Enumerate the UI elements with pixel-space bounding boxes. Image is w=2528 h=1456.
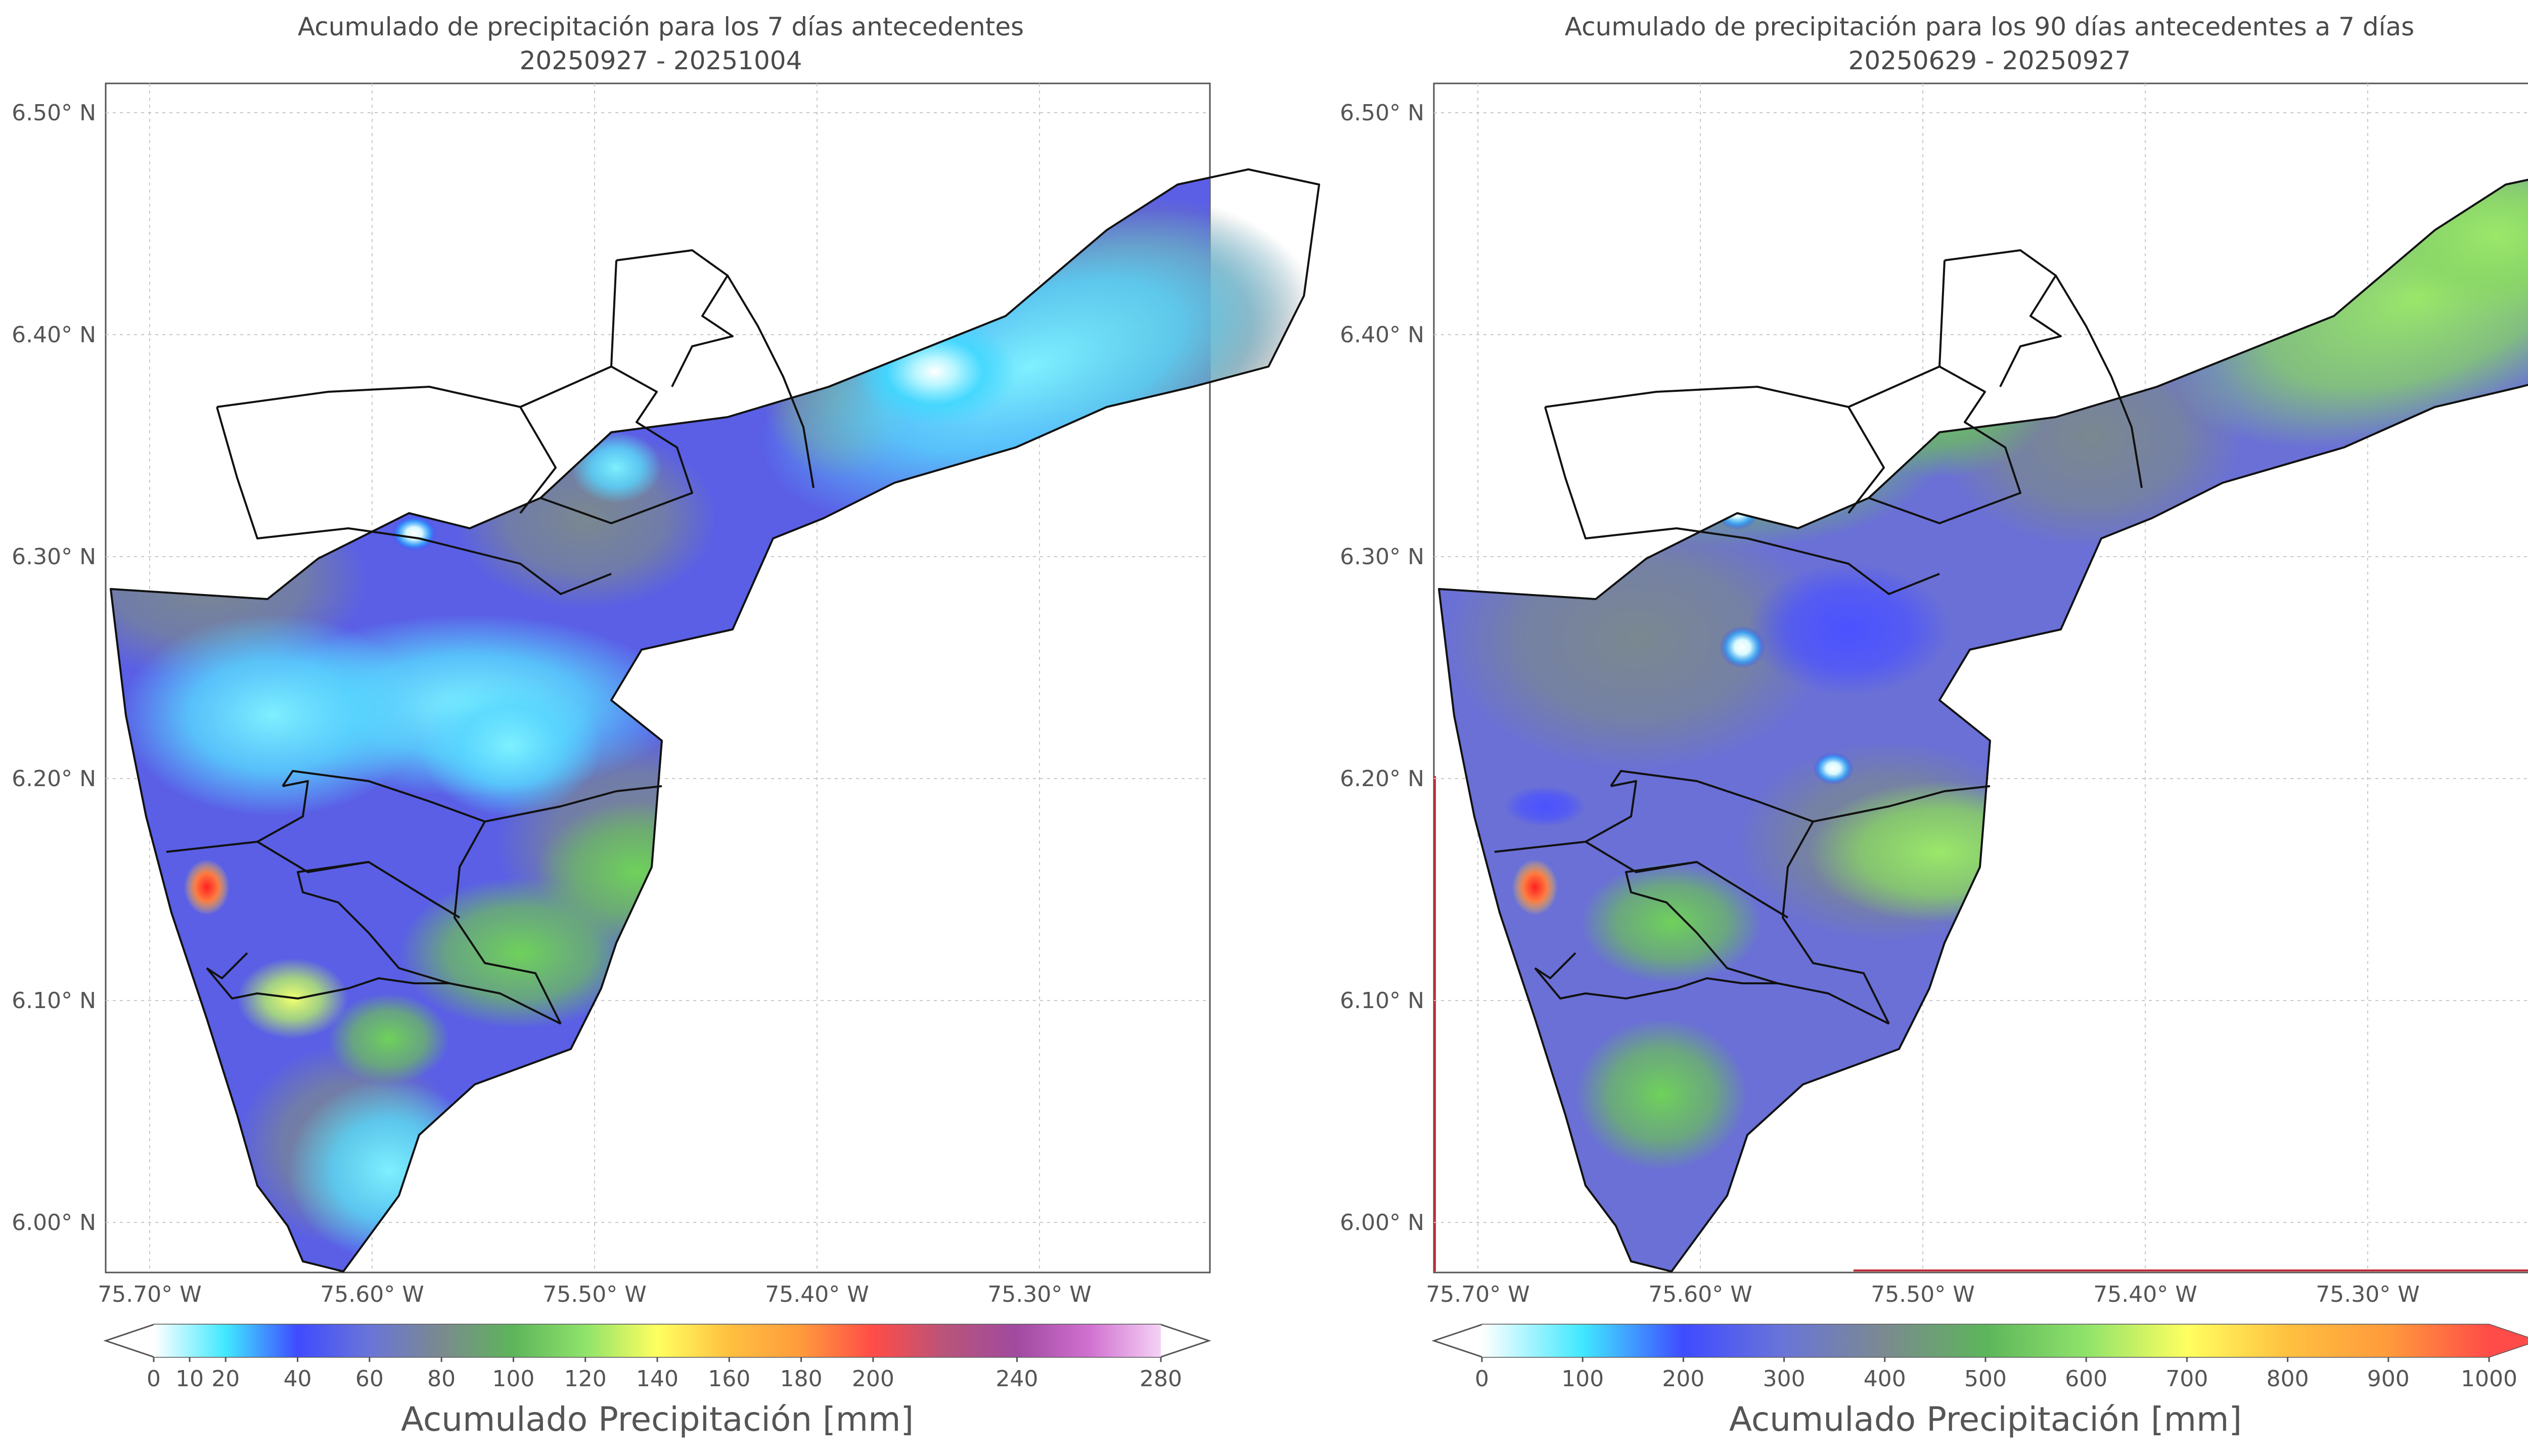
y-tick-label: 6.40° N <box>12 322 96 348</box>
y-tick-label: 6.50° N <box>1340 100 1424 126</box>
panel-right: Acumulado de precipitación para los 90 d… <box>1340 12 2528 1439</box>
x-tick-label: 75.30° W <box>987 1282 1091 1307</box>
x-tick-label: 75.30° W <box>2316 1282 2419 1307</box>
x-tick-label: 75.50° W <box>543 1282 646 1307</box>
colorbar-tick-label: 40 <box>284 1366 312 1392</box>
y-tick-label: 6.30° N <box>1340 544 1424 570</box>
colorbar-tick-label: 280 <box>1140 1366 1182 1392</box>
colorbar-tick-label: 1000 <box>2461 1366 2517 1392</box>
panel-left: Acumulado de precipitación para los 7 dí… <box>12 12 1320 1439</box>
colorbar-tick-label: 600 <box>2065 1366 2107 1392</box>
colorbar-ticks: 0 100 200 300 400 500 600 700 800 900 1000 <box>1475 1357 2517 1392</box>
y-tick-label: 6.10° N <box>12 988 96 1014</box>
colorbar-tick-label: 100 <box>1561 1366 1604 1392</box>
y-axis-ticks: 6.50° N 6.40° N 6.30° N 6.20° N 6.10° N … <box>1340 100 1424 1236</box>
colorbar-tick-label: 10 <box>175 1366 204 1392</box>
y-tick-label: 6.50° N <box>12 100 96 126</box>
panel-title-line2: 20250629 - 20250927 <box>1848 46 2131 75</box>
y-tick-label: 6.20° N <box>12 766 96 792</box>
colorbar-tick-label: 900 <box>2367 1366 2410 1392</box>
y-tick-label: 6.10° N <box>1340 988 1424 1014</box>
colorbar-tick-label: 700 <box>2165 1366 2208 1392</box>
colorbar-tick-label: 400 <box>1864 1366 1906 1392</box>
map-area <box>1433 82 2528 1273</box>
y-tick-label: 6.20° N <box>1340 766 1424 792</box>
colorbar-gradient <box>1482 1325 2489 1357</box>
x-tick-label: 75.60° W <box>320 1282 424 1307</box>
x-tick-label: 75.70° W <box>1426 1282 1529 1307</box>
colorbar-extend-max <box>2489 1325 2528 1357</box>
colorbar-tick-label: 100 <box>492 1366 534 1392</box>
x-tick-label: 75.60° W <box>1648 1282 1752 1307</box>
colorbar-label: Acumulado Precipitación [mm] <box>1729 1400 2242 1439</box>
panel-title-line2: 20250927 - 20251004 <box>520 46 802 75</box>
colorbar: 0 100 200 300 400 500 600 700 800 900 1000 Acumula… <box>1431 1324 2528 1439</box>
colorbar-tick-label: 200 <box>852 1366 894 1392</box>
colorbar-tick-label: 200 <box>1662 1366 1704 1392</box>
y-axis-ticks: 6.50° N 6.40° N 6.30° N 6.20° N 6.10° N … <box>12 100 96 1236</box>
colorbar-tick-label: 0 <box>1475 1366 1489 1392</box>
colorbar-tick-label: 80 <box>427 1366 456 1392</box>
colorbar-tick-label: 180 <box>780 1366 823 1392</box>
y-tick-label: 6.40° N <box>1340 322 1424 348</box>
x-tick-label: 75.40° W <box>2093 1282 2197 1307</box>
y-tick-label: 6.30° N <box>12 544 96 570</box>
x-axis-ticks: 75.70° W 75.60° W 75.50° W 75.40° W 75.3… <box>98 1282 1091 1307</box>
colorbar-tick-label: 160 <box>708 1366 750 1392</box>
colorbar-gradient <box>154 1325 1161 1357</box>
colorbar-tick-label: 0 <box>147 1366 161 1392</box>
colorbar-tick-label: 240 <box>996 1366 1038 1392</box>
municipality-borders <box>110 168 1320 1272</box>
colorbar-tick-label: 800 <box>2267 1366 2309 1392</box>
colorbar-tick-label: 140 <box>636 1366 679 1392</box>
municipality-borders <box>1438 178 2528 1272</box>
colorbar-tick-label: 60 <box>355 1366 384 1392</box>
x-axis-ticks: 75.70° W 75.60° W 75.50° W 75.40° W 75.3… <box>1426 1282 2419 1307</box>
colorbar-tick-label: 20 <box>211 1366 240 1392</box>
colorbar: 0 10 20 40 60 80 100 120 140 160 180 200 240 280 Acum… <box>103 1324 1211 1439</box>
x-tick-label: 75.40° W <box>765 1282 869 1307</box>
colorbar-tick-label: 500 <box>1964 1366 2007 1392</box>
panel-title-line1: Acumulado de precipitación para los 90 d… <box>1565 12 2414 41</box>
panel-title-line1: Acumulado de precipitación para los 7 dí… <box>298 12 1024 41</box>
colorbar-ticks: 0 10 20 40 60 80 100 120 140 160 180 200 240 280 <box>147 1357 1182 1392</box>
y-tick-label: 6.00° N <box>1340 1210 1424 1236</box>
x-tick-label: 75.70° W <box>98 1282 201 1307</box>
colorbar-tick-label: 120 <box>564 1366 607 1392</box>
x-tick-label: 75.50° W <box>1871 1282 1974 1307</box>
colorbar-label: Acumulado Precipitación [mm] <box>401 1400 914 1439</box>
map-area <box>105 82 1320 1273</box>
y-tick-label: 6.00° N <box>12 1210 96 1236</box>
colorbar-tick-label: 300 <box>1763 1366 1805 1392</box>
